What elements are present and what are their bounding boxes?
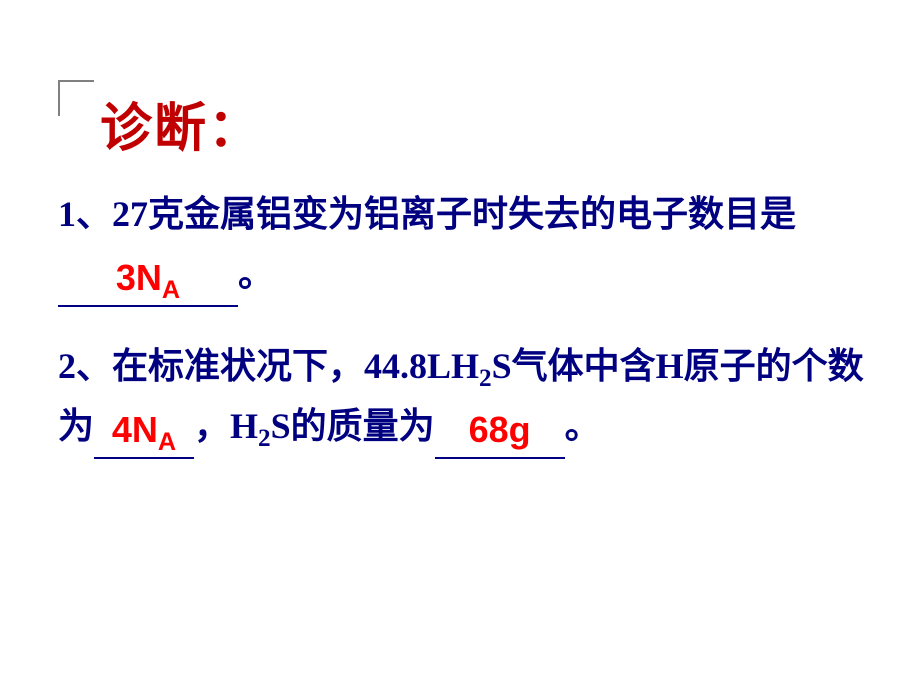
body-content: 1、27克金属铝变为铝离子时失去的电子数目是3NA。 2、在标准状况下，44.8… — [58, 185, 868, 489]
q1-suffix: 。 — [238, 254, 274, 294]
corner-decoration — [58, 80, 94, 116]
q2-sub-h2s-a: 2 — [479, 365, 492, 392]
question-1: 1、27克金属铝变为铝离子时失去的电子数目是 3NA 。 — [58, 185, 868, 307]
q2-answer1-main: 4N — [112, 409, 158, 450]
q2-blank-1: 4NA — [94, 396, 194, 458]
q2-answer-2: 68g — [469, 409, 531, 450]
q2-text-d: S的质量为 — [271, 406, 435, 446]
title-container: 诊断： — [100, 86, 262, 161]
q1-answer-main: 3N — [116, 257, 162, 298]
q2-text-a: 2、在标准状况下，44.8LH — [58, 346, 479, 386]
slide-title: 诊断： — [100, 101, 262, 158]
q1-blank: 3NA — [58, 244, 238, 306]
q2-answer1-sub: A — [158, 428, 176, 456]
q2-suffix: 。 — [565, 406, 601, 446]
q1-text: 1、27克金属铝变为铝离子时失去的电子数目是 — [58, 194, 796, 234]
q2-sub-h2s-b: 2 — [258, 425, 271, 452]
q2-blank-2: 68g — [435, 396, 565, 458]
q2-text-c: ，H — [194, 406, 258, 446]
q2-answer-1: 4NA — [112, 409, 176, 450]
q1-answer-sub: A — [162, 277, 180, 305]
question-2: 2、在标准状况下，44.8LH2S气体中含H原子的个数为4NA，H2S的质量为6… — [58, 337, 868, 459]
q1-answer: 3NA — [116, 257, 180, 298]
